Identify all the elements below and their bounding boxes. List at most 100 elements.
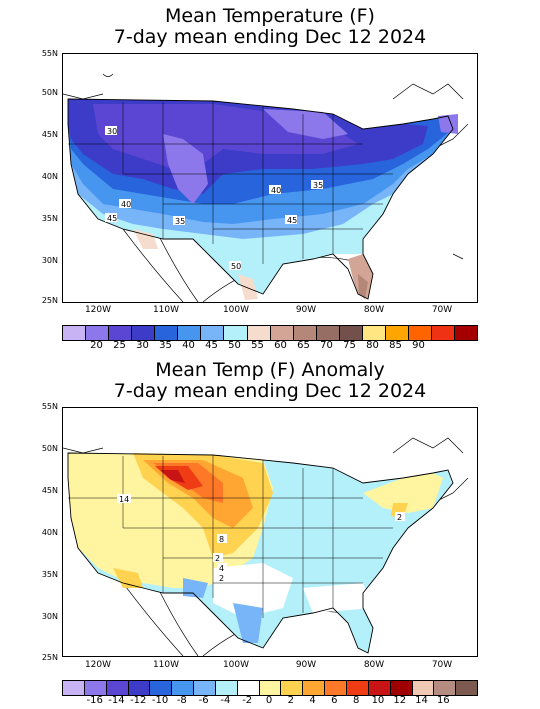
map2-colorbar-swatch — [106, 681, 129, 695]
map1-colorbar-tick: 85 — [389, 340, 402, 351]
map2-contour-labels: 14 8 2 4 2 2 — [117, 494, 405, 583]
map1-lon-label: 80W — [363, 305, 385, 315]
map2-colorbar-tick: 14 — [415, 695, 428, 706]
map1-colorbar-tick: 80 — [366, 340, 379, 351]
map1-colorbar-tick: 65 — [297, 340, 310, 351]
map2-colorbar-tick: 2 — [287, 695, 294, 706]
map2-colorbar-tick: -4 — [220, 695, 231, 706]
map1-contour-label: 50 — [231, 262, 241, 271]
map1-contour-label: 35 — [313, 181, 323, 190]
map2-colorbar — [62, 680, 478, 696]
map1-colorbar-tick: 60 — [274, 340, 287, 351]
map1-colorbar-tick: 20 — [90, 340, 103, 351]
map1-colorbar-tick: 50 — [228, 340, 241, 351]
map1-lon-label: 120W — [84, 305, 112, 315]
map2-colorbar-swatch — [456, 681, 478, 695]
map1-colorbar-swatch — [339, 326, 363, 340]
map2-title-line1: Mean Temp (F) Anomaly — [155, 359, 385, 381]
map1-contour-label: 35 — [175, 217, 185, 226]
map1-lon-label: 100W — [222, 305, 250, 315]
map1-colorbar-swatch — [201, 326, 225, 340]
map2-colorbar-swatch — [368, 681, 391, 695]
map1-lat-label: 40N — [41, 172, 58, 181]
map2-contour-label: 2 — [219, 574, 224, 583]
map1-lat-label: 30N — [41, 256, 58, 265]
map2-colorbar-swatch — [434, 681, 457, 695]
map2-colorbar-tick: -12 — [130, 695, 147, 706]
map2-colorbar-swatch — [390, 681, 413, 695]
map1-colorbar-tick: 45 — [205, 340, 218, 351]
map2-colorbar-swatch — [412, 681, 435, 695]
map2-colorbar-tick: -10 — [151, 695, 169, 706]
map2-colorbar-swatch — [63, 681, 85, 695]
map2-colorbar-swatch — [150, 681, 173, 695]
map1-colorbar-swatch — [155, 326, 179, 340]
map2-colorbar-swatch — [172, 681, 195, 695]
map2-lat-label: 40N — [41, 528, 58, 537]
map1-lon-label: 90W — [295, 305, 317, 315]
map1-colorbar-tick: 30 — [136, 340, 149, 351]
map2-svg: 14 8 2 4 2 2 — [63, 437, 469, 656]
map1-svg: 30 40 35 40 35 45 45 50 — [63, 73, 469, 302]
map1-lat-label: 50N — [41, 88, 58, 97]
map1-colorbar-tick: 55 — [251, 340, 264, 351]
map1-lat-label: 25N — [41, 296, 58, 305]
map2-lat-label: 50N — [41, 444, 58, 453]
map1-colorbar-swatch — [408, 326, 432, 340]
map1-colorbar-swatch — [132, 326, 156, 340]
map1-temperature-fields — [68, 99, 458, 300]
map2-colorbar-tick: -14 — [108, 695, 125, 706]
map2-lon-label: 110W — [152, 660, 180, 670]
map1-title-line1: Mean Temperature (F) — [165, 5, 375, 27]
map1-lon-label: 110W — [152, 305, 180, 315]
map2-colorbar-tick: -6 — [198, 695, 209, 706]
map2-contour-label: 4 — [219, 564, 224, 573]
map2-colorbar-swatch — [325, 681, 347, 695]
map2-colorbar-swatch — [281, 681, 304, 695]
map2-contour-label: 2 — [215, 554, 220, 563]
map1-title-line2: 7-day mean ending Dec 12 2024 — [113, 26, 427, 48]
map2-colorbar-swatch — [128, 681, 151, 695]
map1-colorbar-tick: 70 — [320, 340, 333, 351]
map2-colorbar-tick: 4 — [309, 695, 316, 706]
map1-colorbar-tick: 75 — [343, 340, 356, 351]
map1-colorbar-tick: 35 — [159, 340, 172, 351]
map2-title: Mean Temp (F) Anomaly 7-day mean ending … — [0, 360, 540, 402]
map1-colorbar-tick: 25 — [113, 340, 126, 351]
map2-colorbar-swatch — [194, 681, 216, 695]
map2-lat-label: 55N — [41, 402, 58, 411]
map2-lat-label: 30N — [41, 612, 58, 621]
map2-lon-label: 100W — [222, 660, 250, 670]
map1-colorbar-tick: 40 — [182, 340, 195, 351]
map1-colorbar-swatch — [178, 326, 202, 340]
map1-contour-label: 40 — [121, 200, 131, 209]
map1-contour-label: 30 — [107, 127, 117, 136]
map2-title-line2: 7-day mean ending Dec 12 2024 — [113, 380, 427, 402]
map2-colorbar-tick: 12 — [393, 695, 407, 706]
map1-state-boundaries — [67, 98, 454, 300]
map2-lon-label: 70W — [431, 660, 453, 670]
map1-temperature-map: 30 40 35 40 35 45 45 50 — [62, 53, 478, 303]
map2-colorbar-swatch — [303, 681, 326, 695]
map1-contour-label: 45 — [107, 214, 117, 223]
map2-lon-label: 80W — [363, 660, 385, 670]
map1-colorbar — [62, 325, 478, 341]
map1-colorbar-swatch — [293, 326, 317, 340]
map1-colorbar-swatch — [63, 326, 87, 340]
map1-colorbar-swatch — [247, 326, 271, 340]
map1-lat-label: 45N — [41, 130, 58, 139]
map1-colorbar-tick: 90 — [412, 340, 425, 351]
map1-colorbar-swatch — [362, 326, 386, 340]
map2-colorbar-tick: -16 — [86, 695, 103, 706]
map2-contour-label: 8 — [219, 535, 224, 544]
map2-colorbar-swatch — [259, 681, 282, 695]
map1-colorbar-swatch — [455, 326, 478, 340]
map2-colorbar-tick: -2 — [242, 695, 253, 706]
map2-anomaly-fields — [68, 453, 453, 653]
map2-colorbar-swatch — [237, 681, 260, 695]
map1-colorbar-swatch — [224, 326, 248, 340]
map2-lon-label: 90W — [295, 660, 317, 670]
map2-colorbar-tick: 0 — [265, 695, 273, 706]
map1-colorbar-swatch — [109, 326, 133, 340]
map2-lon-label: 120W — [84, 660, 112, 670]
